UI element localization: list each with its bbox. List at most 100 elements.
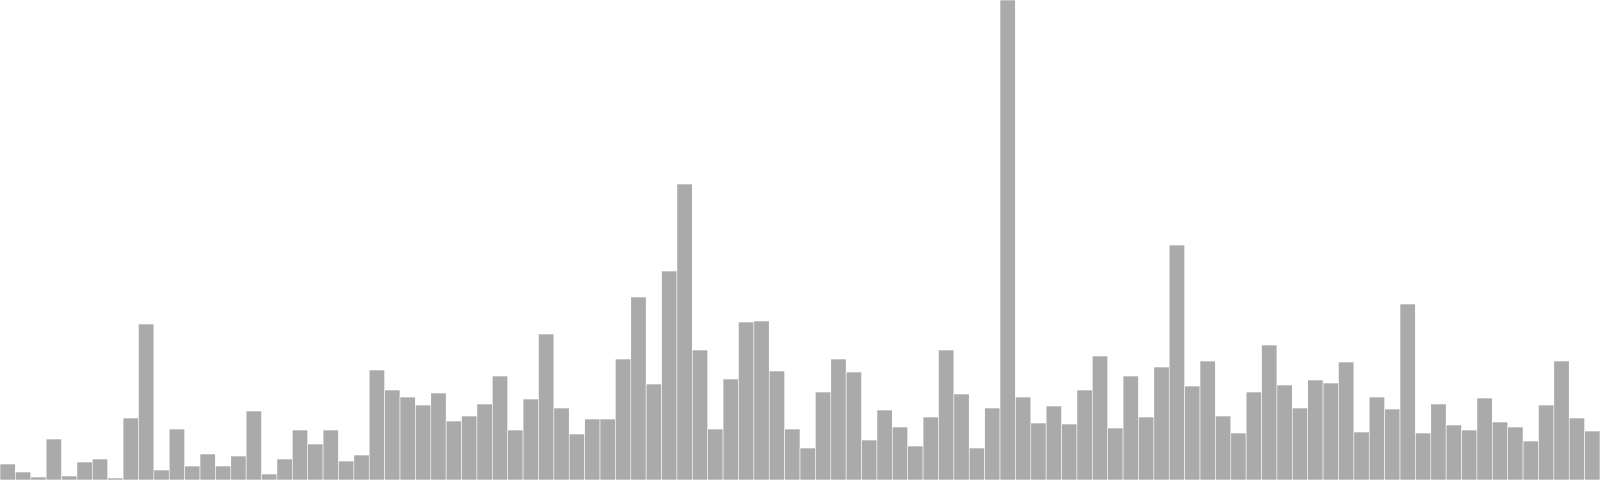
bar-98 — [1507, 426, 1524, 480]
bar-86 — [1322, 382, 1339, 480]
bar-94 — [1445, 424, 1462, 480]
bar-68 — [1045, 405, 1062, 480]
bar-79 — [1215, 415, 1232, 480]
bar-32 — [492, 375, 508, 480]
bar-13 — [199, 453, 216, 480]
bar-16 — [245, 410, 262, 480]
bar-43 — [661, 270, 678, 480]
bar-1 — [15, 471, 32, 480]
bar-29 — [445, 420, 462, 480]
bar-60 — [922, 416, 939, 480]
bar-66 — [1015, 396, 1032, 480]
bar-47 — [722, 378, 739, 480]
bar-48 — [738, 321, 755, 480]
bar-39 — [599, 418, 616, 480]
bar-10 — [153, 469, 170, 480]
bar-59 — [907, 445, 924, 480]
bar-19 — [292, 429, 308, 480]
bar-87 — [1338, 361, 1355, 480]
bar-100 — [1538, 404, 1555, 480]
bar-37 — [568, 433, 585, 480]
bar-20 — [307, 443, 324, 480]
bar-35 — [538, 333, 555, 480]
bar-28 — [430, 392, 447, 480]
bar-88 — [1353, 431, 1370, 480]
bar-56 — [861, 439, 878, 480]
bar-82 — [1261, 344, 1278, 480]
bar-45 — [692, 349, 708, 480]
bar-22 — [338, 460, 355, 480]
bar-92 — [1415, 432, 1432, 480]
bar-73 — [1122, 375, 1139, 480]
bar-89 — [1368, 396, 1385, 480]
bar-55 — [845, 371, 862, 480]
bar-51 — [784, 428, 801, 480]
bar-21 — [322, 429, 339, 480]
bar-85 — [1307, 379, 1324, 480]
bar-18 — [276, 458, 293, 480]
bar-23 — [353, 454, 370, 480]
bar-33 — [507, 429, 524, 480]
bar-84 — [1292, 407, 1308, 480]
bar-34 — [522, 398, 539, 480]
bar-91 — [1399, 303, 1416, 480]
bar-30 — [461, 415, 478, 480]
bar-57 — [876, 409, 893, 480]
bar-101 — [1553, 360, 1570, 480]
bar-53 — [815, 391, 832, 480]
bar-70 — [1076, 389, 1093, 480]
bar-52 — [799, 447, 816, 480]
bar-27 — [415, 404, 432, 480]
bar-36 — [553, 407, 570, 480]
bar-97 — [1492, 421, 1508, 480]
bar-78 — [1199, 360, 1216, 480]
bar-58 — [892, 426, 908, 480]
bar-93 — [1430, 403, 1447, 480]
bar-0 — [0, 463, 16, 480]
bar-63 — [968, 447, 985, 480]
bar-11 — [168, 428, 185, 480]
bar-95 — [1461, 429, 1478, 480]
bar-64 — [984, 407, 1001, 480]
bar-8 — [122, 417, 139, 480]
bar-96 — [1476, 397, 1493, 480]
bar-5 — [76, 461, 93, 480]
bar-40 — [615, 358, 632, 480]
bar-77 — [1184, 385, 1201, 480]
bar-61 — [938, 349, 955, 480]
bar-42 — [645, 383, 662, 480]
bar-9 — [138, 323, 155, 480]
bar-14 — [215, 465, 232, 480]
bar-102 — [1568, 417, 1585, 480]
bar-49 — [753, 320, 770, 480]
bar-46 — [707, 428, 724, 480]
bar-25 — [384, 389, 401, 480]
bar-12 — [184, 465, 201, 480]
bar-50 — [768, 370, 785, 480]
bar-65 — [999, 0, 1016, 480]
bar-103 — [1584, 430, 1600, 480]
bar-17 — [261, 473, 278, 480]
bar-4 — [61, 475, 78, 480]
bar-67 — [1030, 422, 1047, 480]
bar-62 — [953, 393, 970, 480]
bar-44 — [676, 183, 693, 480]
bar-76 — [1168, 244, 1185, 480]
bar-54 — [830, 358, 847, 480]
bar-80 — [1230, 432, 1247, 480]
bar-26 — [399, 396, 416, 480]
bar-83 — [1276, 384, 1293, 480]
bar-69 — [1061, 423, 1078, 480]
bar-74 — [1138, 416, 1155, 480]
bar-71 — [1092, 355, 1108, 480]
bar-6 — [92, 458, 108, 480]
bar-38 — [584, 418, 601, 480]
bar-31 — [476, 403, 493, 480]
bar-81 — [1245, 391, 1262, 480]
bar-15 — [230, 455, 247, 480]
bar-24 — [368, 369, 385, 480]
bar-72 — [1107, 427, 1124, 480]
